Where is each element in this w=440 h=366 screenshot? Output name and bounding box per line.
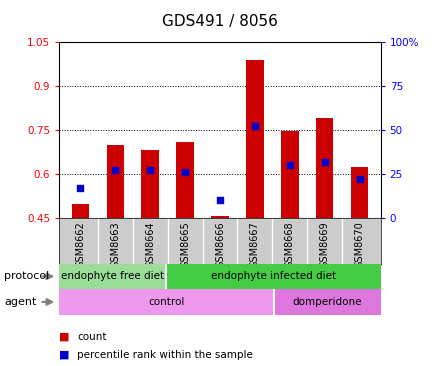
Point xyxy=(356,176,363,182)
Point xyxy=(286,162,293,168)
Text: GSM8667: GSM8667 xyxy=(250,221,260,268)
Bar xyxy=(72,204,89,218)
Text: ■: ■ xyxy=(59,332,70,342)
Bar xyxy=(59,264,166,289)
Text: control: control xyxy=(148,297,185,307)
Point xyxy=(251,123,258,129)
Text: endophyte infected diet: endophyte infected diet xyxy=(211,271,336,281)
Text: GSM8663: GSM8663 xyxy=(110,221,120,268)
Text: GSM8665: GSM8665 xyxy=(180,221,190,268)
Text: GSM8664: GSM8664 xyxy=(145,221,155,268)
Bar xyxy=(281,131,299,218)
Text: endophyte free diet: endophyte free diet xyxy=(61,271,165,281)
Text: GDS491 / 8056: GDS491 / 8056 xyxy=(162,15,278,29)
Bar xyxy=(316,118,334,218)
Point xyxy=(112,167,119,173)
Bar xyxy=(274,289,381,315)
Text: percentile rank within the sample: percentile rank within the sample xyxy=(77,350,253,360)
Bar xyxy=(59,289,274,315)
Text: GSM8669: GSM8669 xyxy=(320,221,330,268)
Bar xyxy=(141,150,159,218)
Text: GSM8666: GSM8666 xyxy=(215,221,225,268)
Bar xyxy=(166,264,381,289)
Bar xyxy=(246,60,264,218)
Text: count: count xyxy=(77,332,106,342)
Bar xyxy=(176,142,194,218)
Point xyxy=(182,169,189,175)
Point xyxy=(321,158,328,164)
Bar xyxy=(211,216,229,218)
Text: ■: ■ xyxy=(59,350,70,360)
Bar xyxy=(351,167,368,218)
Text: protocol: protocol xyxy=(4,271,50,281)
Point xyxy=(147,167,154,173)
Text: GSM8670: GSM8670 xyxy=(355,221,365,268)
Text: GSM8668: GSM8668 xyxy=(285,221,295,268)
Bar xyxy=(106,145,124,218)
Text: agent: agent xyxy=(4,297,37,307)
Point xyxy=(77,185,84,191)
Point xyxy=(216,197,224,203)
Text: domperidone: domperidone xyxy=(292,297,362,307)
Text: GSM8662: GSM8662 xyxy=(75,221,85,268)
